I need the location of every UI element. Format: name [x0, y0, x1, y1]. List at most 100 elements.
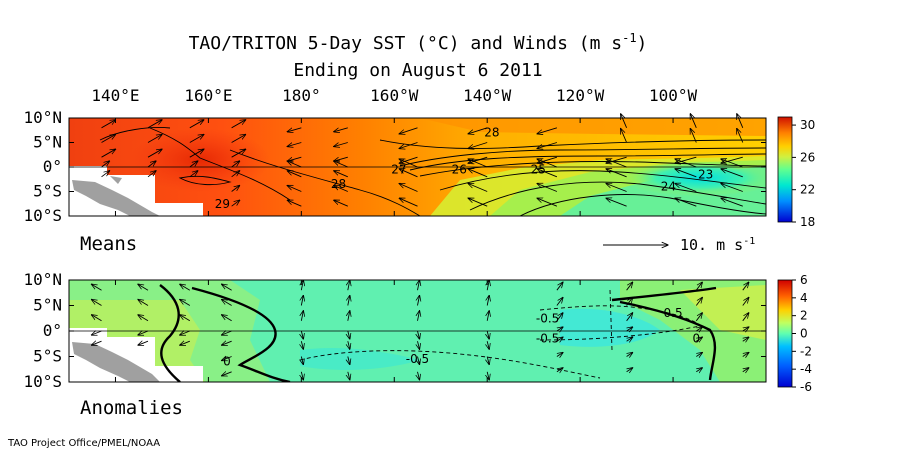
wind-vector	[487, 280, 489, 291]
anomalies-panel: -0.5 -0.5 -0.5 0.5 0 0	[68, 280, 767, 383]
wind-vector	[287, 161, 302, 168]
credit-text: TAO Project Office/PMEL/NOAA	[7, 438, 160, 449]
wind-vector	[742, 353, 749, 357]
wind-vector	[334, 200, 348, 207]
contour-label: 0	[692, 332, 700, 346]
contour-label: 28	[331, 177, 346, 191]
wind-vector	[222, 315, 232, 322]
wind-vector	[101, 161, 110, 168]
colorbar-tick-label: -4	[800, 362, 812, 376]
colorbar-tick-label: -6	[800, 380, 812, 394]
means-colorbar: 30 26 22 18	[777, 116, 815, 229]
wind-vector	[222, 357, 232, 361]
lon-tick-label: 120°W	[556, 86, 605, 105]
wind-vector	[334, 161, 348, 168]
colorbar-tick-label: 22	[800, 183, 815, 197]
wind-vector	[180, 300, 191, 306]
colorbar-tick-label: 2	[800, 309, 808, 323]
wind-vector	[287, 200, 302, 207]
lat-tick-label: 5°N	[33, 133, 62, 152]
wind-vector	[301, 341, 303, 349]
wind-vector	[556, 327, 563, 331]
wind-vector	[721, 159, 743, 168]
lon-tick-label: 160°W	[370, 86, 419, 105]
wind-vector	[189, 135, 204, 143]
anomalies-latitude-labels: 10°N 5°N 0° 5°S 10°S	[23, 270, 62, 391]
colorbar-tick-label: 4	[800, 291, 808, 305]
contour-label: 28	[484, 126, 499, 140]
wind-vector	[696, 353, 702, 357]
wind-vector	[537, 198, 558, 207]
wind-vector	[626, 327, 633, 331]
wind-vector	[222, 331, 232, 335]
wind-vector	[487, 341, 489, 349]
chart-title: TAO/TRITON 5-Day SST (°C) and Winds (m s…	[189, 31, 648, 54]
wind-vector	[301, 371, 303, 380]
wind-vector	[690, 129, 697, 143]
lat-tick-label: 0°	[43, 157, 62, 176]
wind-vector	[468, 159, 488, 168]
anomalies-colorbar: 6 4 2 0 -2 -4 -6	[777, 273, 812, 394]
wind-vector	[189, 120, 204, 129]
wind-vector	[621, 129, 628, 143]
wind-vector	[537, 169, 558, 178]
wind-vector	[418, 341, 420, 349]
wind-vector	[180, 315, 191, 322]
wind-vector	[138, 341, 149, 345]
lon-tick-label: 160°E	[184, 86, 232, 105]
lon-tick-label: 140°W	[463, 86, 512, 105]
wind-vector	[348, 371, 350, 380]
wind-vector	[348, 356, 350, 365]
wind-vector	[222, 341, 232, 345]
wind-vector	[742, 313, 749, 322]
wind-vector	[537, 127, 558, 134]
anomalies-wind-vectors	[92, 280, 749, 380]
wind-vector	[399, 127, 418, 134]
wind-vector	[418, 311, 420, 321]
lat-tick-label: 5°S	[33, 182, 62, 201]
wind-vector	[138, 284, 149, 291]
wind-vector	[418, 356, 420, 365]
wind-vector	[138, 315, 149, 322]
wind-vector	[399, 198, 418, 207]
wind-vector	[147, 161, 156, 168]
wind-vector	[301, 356, 303, 365]
wind-vector	[487, 356, 489, 365]
wind-vector	[737, 114, 744, 128]
wind-vector	[468, 142, 488, 149]
wind-vector	[487, 330, 489, 339]
wind-vector	[696, 337, 702, 341]
contour-label: 23	[698, 167, 713, 181]
wind-vector	[287, 171, 302, 178]
wind-vector	[301, 280, 303, 291]
wind-vector	[147, 171, 156, 178]
wind-vector	[606, 184, 627, 192]
wind-vector	[348, 311, 350, 321]
wind-vector	[301, 311, 303, 321]
contour-label: 27	[391, 162, 406, 176]
wind-vector	[487, 296, 489, 306]
wind-vector	[690, 114, 697, 128]
colorbar-tick-label: 6	[800, 273, 808, 287]
wind-vector	[101, 120, 116, 129]
wind-vector	[101, 149, 116, 158]
wind-vector	[468, 127, 488, 134]
wind-vector	[537, 184, 558, 192]
wind-vector	[556, 298, 563, 306]
wind-vector	[626, 337, 633, 341]
wind-vector	[287, 186, 302, 192]
reference-vector: 10. m s-1	[603, 236, 755, 254]
contour-label: 26	[452, 162, 467, 176]
contour-label: 0	[223, 355, 231, 369]
wind-vector	[742, 298, 749, 306]
wind-vector	[334, 171, 348, 178]
wind-vector	[675, 169, 697, 178]
wind-vector	[556, 368, 563, 372]
wind-vector	[138, 300, 149, 306]
wind-vector	[138, 331, 149, 335]
wind-vector	[334, 142, 348, 147]
colorbar-tick-label: 18	[800, 215, 815, 229]
wind-vector	[696, 368, 702, 372]
wind-vector	[399, 169, 418, 178]
